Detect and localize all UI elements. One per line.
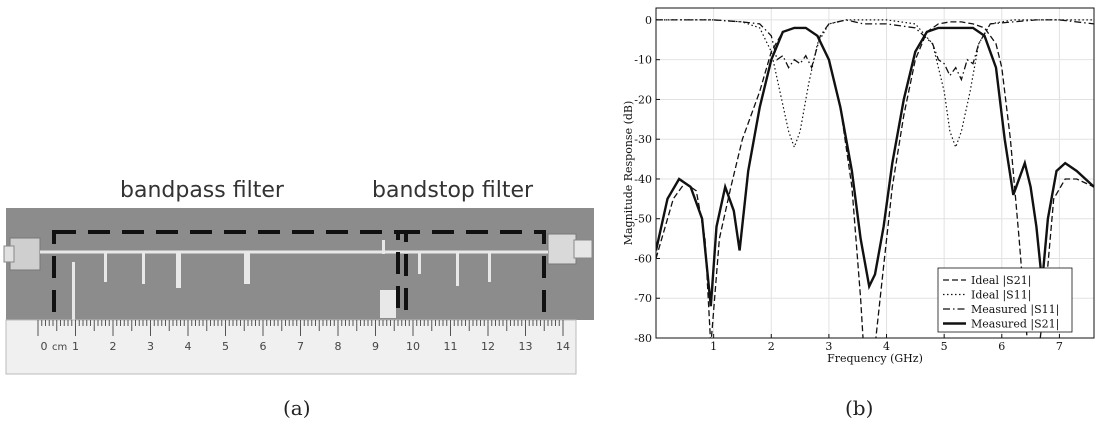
ideal-s11-line (656, 19, 1094, 149)
ruler-unit: cm (52, 342, 67, 353)
ruler-number: 7 (297, 340, 304, 353)
x-tick-label: 3 (825, 340, 832, 353)
y-tick-label: 0 (645, 14, 652, 27)
left-connector (3, 237, 41, 271)
legend-entry: Measured |S11| (971, 303, 1059, 317)
bandpass-stubs (72, 252, 250, 326)
x-tick-label: 1 (710, 340, 717, 353)
panel-label-a: (a) (283, 396, 311, 420)
photo-panel: bandpass filter bandstop filter (3, 178, 594, 420)
frequency-response-chart: 0 -10 -20 -30 -40 -50 -60 -70 -80 1 2 3 4 5 6 7 Frequen… (622, 7, 1095, 365)
legend-entry: Measured |S21| (971, 318, 1059, 332)
x-axis-title: Frequency (GHz) (827, 352, 923, 365)
x-tick-label: 2 (768, 340, 775, 353)
bandstop-label: bandstop filter (372, 178, 534, 203)
circuit-board (6, 208, 594, 320)
y-tick-label: -40 (634, 173, 652, 186)
ruler-number: 2 (110, 340, 117, 353)
y-tick-label: -70 (634, 292, 652, 305)
ruler-number: 11 (444, 340, 458, 353)
y-axis-title: Magnitude Response (dB) (622, 101, 635, 246)
panel-label-b: (b) (845, 396, 874, 420)
ruler-number: 12 (481, 340, 495, 353)
ruler-number: 8 (335, 340, 342, 353)
y-tick-label: -30 (634, 133, 652, 146)
y-tick-label: -80 (634, 332, 652, 345)
legend-entry: Ideal |S11| (971, 289, 1031, 303)
ruler-number: 3 (147, 340, 154, 353)
ruler-number: 13 (519, 340, 533, 353)
bandstop-stubs (380, 240, 491, 318)
chart-panel: 0 -10 -20 -30 -40 -50 -60 -70 -80 1 2 3 4 5 6 7 Frequen… (620, 0, 1097, 424)
ruler-number: 14 (556, 340, 570, 353)
plot-frame (655, 7, 1095, 339)
y-tick-label: -50 (634, 213, 652, 226)
legend: Ideal |S21|Ideal |S11|Measured |S11|Meas… (937, 267, 1073, 333)
legend-entry: Ideal |S21| (971, 274, 1031, 288)
ruler-number: 4 (185, 340, 192, 353)
ruler-number: 0 (41, 340, 48, 353)
x-tick-label: 7 (1056, 340, 1063, 353)
ideal-s21-line (656, 21, 1094, 338)
measured-s11-line (656, 19, 1094, 82)
ruler-number: 9 (372, 340, 379, 353)
ruler-number: 1 (72, 340, 79, 353)
x-tick-label: 4 (883, 340, 890, 353)
x-tick-label: 5 (941, 340, 948, 353)
x-tick-label: 6 (998, 340, 1005, 353)
measured-s21-line (656, 26, 1094, 307)
ruler-number: 6 (260, 340, 267, 353)
ruler-number: 5 (222, 340, 229, 353)
y-tick-label: -20 (634, 93, 652, 106)
ruler-number: 10 (406, 340, 420, 353)
y-tick-label: -10 (634, 54, 652, 67)
ruler (5, 319, 577, 375)
y-tick-label: -60 (634, 252, 652, 265)
right-connector (547, 233, 593, 265)
bandpass-label: bandpass filter (120, 178, 284, 203)
legend-box (937, 267, 1073, 333)
